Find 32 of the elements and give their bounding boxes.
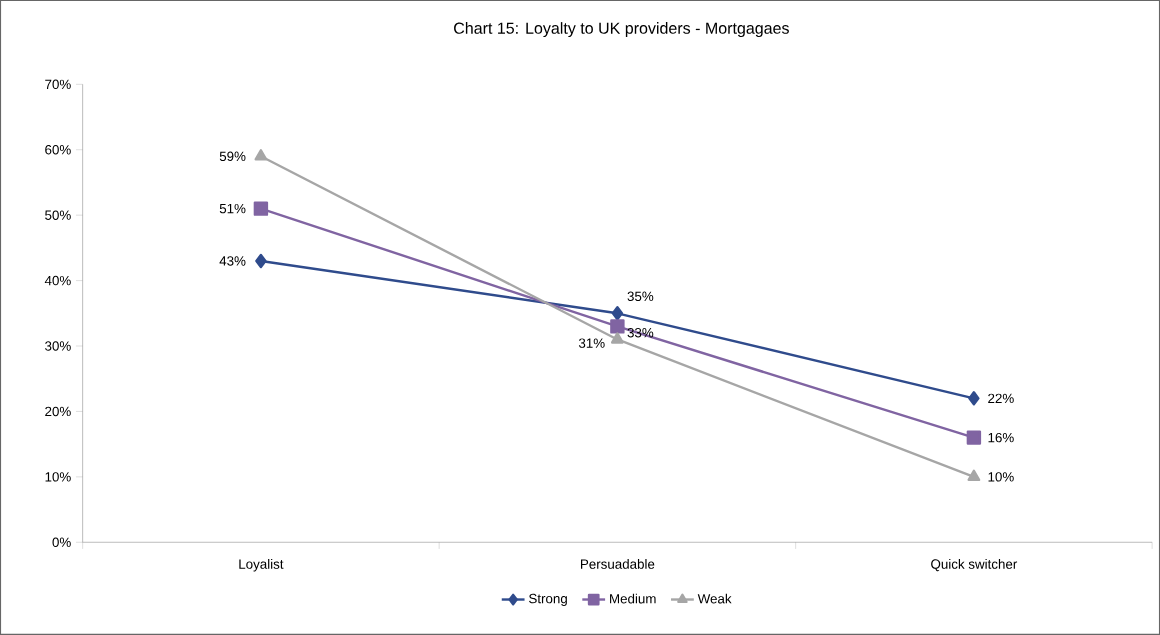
data-label: 51% xyxy=(219,203,246,214)
data-label: 43% xyxy=(219,256,246,266)
y-tick-label: 0% xyxy=(52,537,71,548)
data-label: 31% xyxy=(578,338,605,348)
y-tick-label: 20% xyxy=(45,406,71,417)
y-tick-label: 10% xyxy=(45,472,71,482)
point xyxy=(253,201,269,216)
x-tick-label: Loyalist xyxy=(239,559,284,572)
data-label: 35% xyxy=(627,291,654,302)
y-tick-label: 70% xyxy=(45,79,71,90)
x-tick-label: Quick switcher xyxy=(931,559,1018,572)
chart-title: Chart 15: Loyalty to UK providers - Mortgagaes xyxy=(454,22,789,38)
legend-label: Weak xyxy=(697,593,732,604)
data-label: 59% xyxy=(219,151,246,162)
y-tick-label: 50% xyxy=(45,210,71,220)
y-tick-label: 40% xyxy=(44,275,71,286)
point xyxy=(611,306,624,321)
point xyxy=(966,430,982,445)
point xyxy=(610,332,624,344)
point xyxy=(254,149,268,161)
data-label: 10% xyxy=(988,472,1014,482)
point xyxy=(610,319,625,334)
y-tick-label: 30% xyxy=(45,341,71,351)
data-label: 22% xyxy=(988,393,1014,404)
legend-label: Strong xyxy=(529,593,567,606)
legend-label: Medium xyxy=(610,593,656,604)
point xyxy=(255,253,267,269)
point xyxy=(967,469,981,482)
x-tick-label: Persuadable xyxy=(581,559,655,569)
point xyxy=(968,391,980,406)
data-label: 16% xyxy=(988,432,1014,443)
y-tick-label: 60% xyxy=(45,145,71,155)
